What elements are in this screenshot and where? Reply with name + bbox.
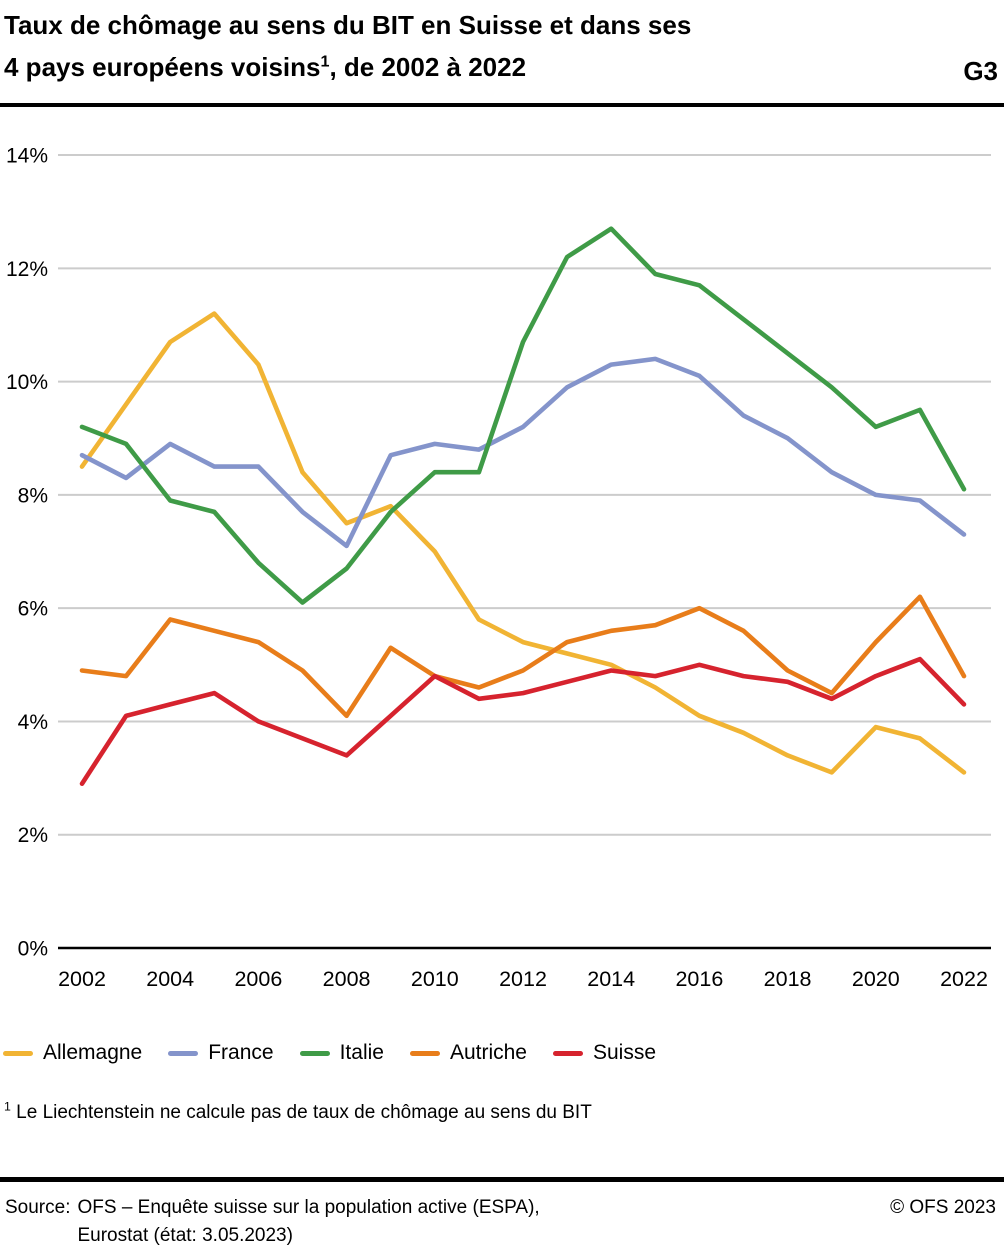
source-line2: Eurostat (état: 3.05.2023) [77,1225,293,1246]
y-axis-label-8: 8% [18,484,48,507]
legend-item-allemagne: Allemagne [3,1041,142,1065]
x-axis-label-2002: 2002 [58,967,106,991]
legend-item-autriche: Autriche [409,1041,527,1065]
line-chart: 0% 2% 4% 6% 8% 10% 12% 14% 2002 2004 2006 2008 2010 2… [6,145,991,991]
source-label: Source: [5,1197,71,1218]
x-axis-label-2010: 2010 [411,967,459,991]
footnote-marker: 1 [4,1099,11,1114]
footnote-text: Le Liechtenstein ne calcule pas de taux … [10,1102,592,1123]
legend-swatch-suisse [553,1050,583,1056]
source-text: OFS – Enquête suisse sur la population a… [77,1194,539,1250]
copyright: © OFS 2023 [890,1197,996,1218]
title-footnote-marker: 1 [320,52,330,71]
source-block: Source: OFS – Enquête suisse sur la popu… [5,1194,540,1250]
legend-item-france: France [168,1041,274,1065]
legend: Allemagne France Italie Autriche Suisse [3,1041,656,1065]
series-line-suisse [79,656,967,786]
x-axis-label-2020: 2020 [852,967,900,991]
title-line1: Taux de chômage au sens du BIT en Suisse… [4,10,692,40]
y-axis-label-12: 12% [6,258,48,281]
y-axis-label-4: 4% [18,711,48,734]
y-axis-label-14: 14% [6,145,48,168]
series-line-france [79,356,967,549]
x-axis-label-2006: 2006 [234,967,282,991]
legend-swatch-autriche [409,1050,440,1056]
x-axis-label-2014: 2014 [587,967,635,991]
source-line1: OFS – Enquête suisse sur la population a… [77,1197,540,1218]
graphic-number: G3 [963,56,998,86]
series-line-italie [79,226,967,605]
legend-item-suisse: Suisse [553,1041,656,1065]
legend-label: Autriche [449,1041,527,1064]
series-line-autriche [79,594,967,719]
legend-swatch-allemagne [3,1050,33,1056]
legend-swatch-france [168,1050,199,1056]
footnote: 1 Le Liechtenstein ne calcule pas de tau… [4,1099,592,1124]
y-axis-label-0: 0% [18,938,48,961]
title-line2-suffix: , de 2002 à 2022 [329,52,527,82]
title-line2: 4 pays européens voisins [4,52,321,82]
x-axis-label-2016: 2016 [675,967,723,991]
x-axis-label-2012: 2012 [499,967,547,991]
title-divider [0,103,1004,107]
y-axis-label-10: 10% [6,371,48,394]
legend-label: Italie [339,1041,384,1064]
x-axis-label-2022: 2022 [940,967,988,991]
series-line-allemagne [79,311,967,775]
legend-swatch-italie [299,1050,330,1056]
y-axis-label-2: 2% [18,824,48,847]
legend-item-italie: Italie [299,1041,384,1065]
x-axis-label-2018: 2018 [764,967,812,991]
legend-label: France [208,1041,274,1064]
bottom-divider [0,1177,1004,1182]
page-title: Taux de chômage au sens du BIT en Suisse… [4,4,691,88]
x-axis-label-2004: 2004 [146,967,194,991]
legend-label: Allemagne [43,1041,143,1064]
legend-label: Suisse [593,1041,657,1064]
x-axis-label-2008: 2008 [323,967,371,991]
y-axis-label-6: 6% [18,598,48,621]
source-row: Source: OFS – Enquête suisse sur la popu… [5,1194,996,1250]
